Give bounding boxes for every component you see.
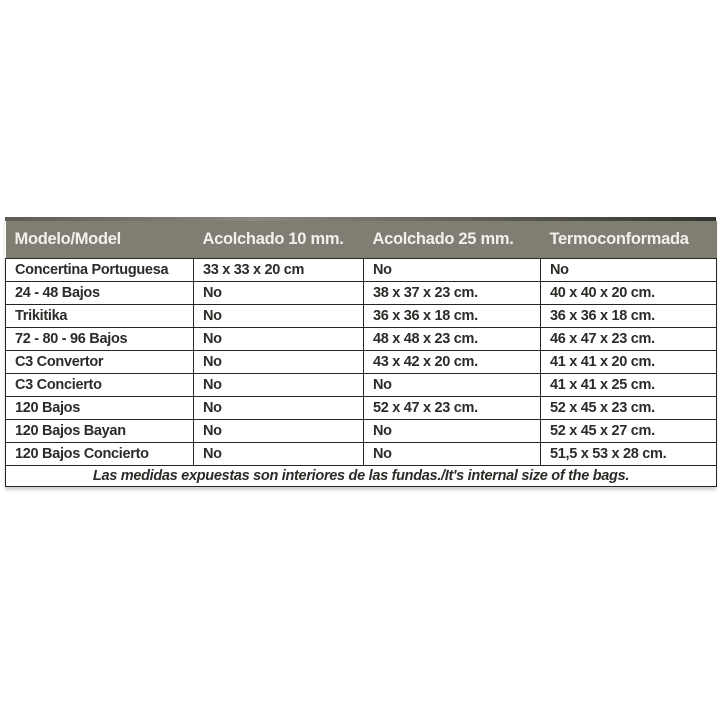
table-header-row: Modelo/Model Acolchado 10 mm. Acolchado … xyxy=(5,221,717,258)
col-header-termoconformada: Termoconformada xyxy=(540,221,717,258)
spec-table-container: Modelo/Model Acolchado 10 mm. Acolchado … xyxy=(5,217,717,487)
cell-acolchado-25: No xyxy=(363,372,541,397)
cell-acolchado-25: 36 x 36 x 18 cm. xyxy=(363,303,541,328)
cell-acolchado-10: No xyxy=(193,441,364,466)
col-header-acolchado-10: Acolchado 10 mm. xyxy=(193,221,364,258)
cell-acolchado-25: 43 x 42 x 20 cm. xyxy=(363,349,541,374)
cell-termoconformada: 41 x 41 x 20 cm. xyxy=(540,349,717,374)
table-row: 120 Bajos Concierto No No 51,5 x 53 x 28… xyxy=(5,441,717,466)
cell-acolchado-10: No xyxy=(193,303,364,328)
cell-model: 120 Bajos Concierto xyxy=(5,441,194,466)
cell-model: C3 Convertor xyxy=(5,349,194,374)
cell-acolchado-25: No xyxy=(363,257,541,282)
cell-acolchado-10: 33 x 33 x 20 cm xyxy=(193,257,364,282)
table-row: 120 Bajos No 52 x 47 x 23 cm. 52 x 45 x … xyxy=(5,395,717,420)
cell-model: 120 Bajos Bayan xyxy=(5,418,194,443)
cell-model: 120 Bajos xyxy=(5,395,194,420)
cell-acolchado-10: No xyxy=(193,326,364,351)
table-top-accent-bar xyxy=(5,217,716,221)
cell-termoconformada: 36 x 36 x 18 cm. xyxy=(540,303,717,328)
cell-model: 24 - 48 Bajos xyxy=(5,280,194,305)
cell-model: Trikitika xyxy=(5,303,194,328)
cell-acolchado-10: No xyxy=(193,280,364,305)
cell-acolchado-10: No xyxy=(193,372,364,397)
table-row: C3 Concierto No No 41 x 41 x 25 cm. xyxy=(5,372,717,397)
cell-acolchado-25: No xyxy=(363,418,541,443)
table-body: Concertina Portuguesa 33 x 33 x 20 cm No… xyxy=(5,257,717,466)
table-row: 24 - 48 Bajos No 38 x 37 x 23 cm. 40 x 4… xyxy=(5,280,717,305)
table-row: 72 - 80 - 96 Bajos No 48 x 48 x 23 cm. 4… xyxy=(5,326,717,351)
table-footnote: Las medidas expuestas son interiores de … xyxy=(5,464,717,487)
table-row: Trikitika No 36 x 36 x 18 cm. 36 x 36 x … xyxy=(5,303,717,328)
cell-termoconformada: 40 x 40 x 20 cm. xyxy=(540,280,717,305)
cell-acolchado-10: No xyxy=(193,395,364,420)
cell-acolchado-25: 52 x 47 x 23 cm. xyxy=(363,395,541,420)
table-row: Concertina Portuguesa 33 x 33 x 20 cm No… xyxy=(5,257,717,282)
cell-acolchado-10: No xyxy=(193,418,364,443)
table-row: 120 Bajos Bayan No No 52 x 45 x 27 cm. xyxy=(5,418,717,443)
cell-acolchado-25: 48 x 48 x 23 cm. xyxy=(363,326,541,351)
cell-termoconformada: 51,5 x 53 x 28 cm. xyxy=(540,441,717,466)
cell-model: C3 Concierto xyxy=(5,372,194,397)
cell-termoconformada: No xyxy=(540,257,717,282)
cell-acolchado-25: 38 x 37 x 23 cm. xyxy=(363,280,541,305)
cell-acolchado-25: No xyxy=(363,441,541,466)
spec-table: Modelo/Model Acolchado 10 mm. Acolchado … xyxy=(5,221,717,487)
cell-termoconformada: 46 x 47 x 23 cm. xyxy=(540,326,717,351)
col-header-acolchado-25: Acolchado 25 mm. xyxy=(363,221,541,258)
cell-termoconformada: 41 x 41 x 25 cm. xyxy=(540,372,717,397)
table-footer-row: Las medidas expuestas son interiores de … xyxy=(5,464,717,487)
col-header-modelo: Modelo/Model xyxy=(5,221,194,258)
table-row: C3 Convertor No 43 x 42 x 20 cm. 41 x 41… xyxy=(5,349,717,374)
cell-termoconformada: 52 x 45 x 23 cm. xyxy=(540,395,717,420)
cell-termoconformada: 52 x 45 x 27 cm. xyxy=(540,418,717,443)
cell-model: 72 - 80 - 96 Bajos xyxy=(5,326,194,351)
cell-acolchado-10: No xyxy=(193,349,364,374)
cell-model: Concertina Portuguesa xyxy=(5,257,194,282)
